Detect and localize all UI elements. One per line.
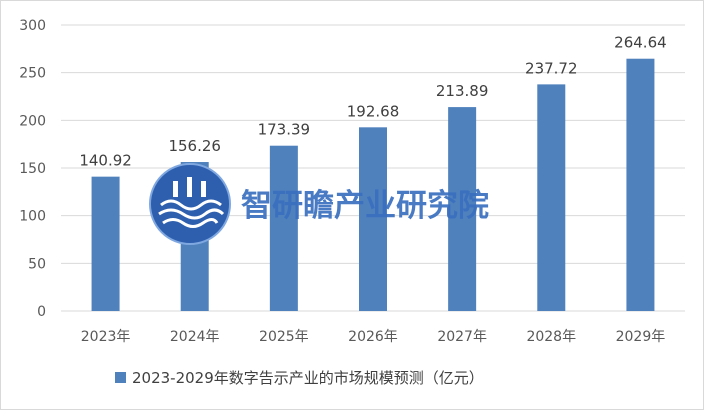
y-tick-label: 250 [19, 66, 46, 82]
bar [448, 107, 477, 312]
bar [269, 145, 298, 311]
legend: 2023-2029年数字告示产业的市场规模预测（亿元） [115, 369, 484, 387]
x-tick-label: 2028年 [526, 329, 576, 345]
y-tick-label: 300 [19, 18, 46, 34]
y-tick-label: 100 [19, 209, 46, 225]
bar [537, 84, 566, 311]
x-tick-label: 2025年 [259, 329, 309, 345]
legend-label: 2023-2029年数字告示产业的市场规模预测（亿元） [132, 369, 484, 387]
data-label: 156.26 [168, 137, 221, 155]
bar [626, 58, 655, 311]
data-label: 140.92 [79, 152, 132, 170]
x-tick-label: 2023年 [81, 329, 131, 345]
watermark-logo-icon [149, 163, 231, 245]
y-tick-label: 50 [28, 256, 46, 272]
bar [91, 176, 120, 311]
x-tick-label: 2027年 [437, 329, 487, 345]
x-tick-label: 2029年 [616, 329, 666, 345]
y-tick-label: 200 [19, 113, 46, 129]
y-axis-ticks: 0 50 100 150 200 250 300 [19, 18, 46, 320]
bar [359, 127, 387, 311]
x-axis-ticks: 2023年 2024年 2025年 2026年 2027年 2028年 2029年 [81, 329, 665, 345]
y-tick-label: 150 [19, 161, 46, 177]
data-label: 173.39 [258, 121, 311, 139]
data-labels: 140.92 156.26 173.39 192.68 213.89 237.72 264.… [79, 34, 666, 170]
data-label: 264.64 [614, 34, 667, 52]
data-label: 213.89 [436, 82, 489, 100]
x-tick-label: 2026年 [348, 329, 398, 345]
x-tick-label: 2024年 [170, 329, 220, 345]
data-label: 237.72 [525, 59, 578, 77]
y-tick-label: 0 [37, 304, 46, 320]
watermark-text: 智研瞻产业研究院 [241, 188, 489, 224]
data-label: 192.68 [347, 102, 400, 120]
legend-swatch [115, 372, 126, 383]
watermark: 智研瞻产业研究院 [149, 163, 489, 245]
